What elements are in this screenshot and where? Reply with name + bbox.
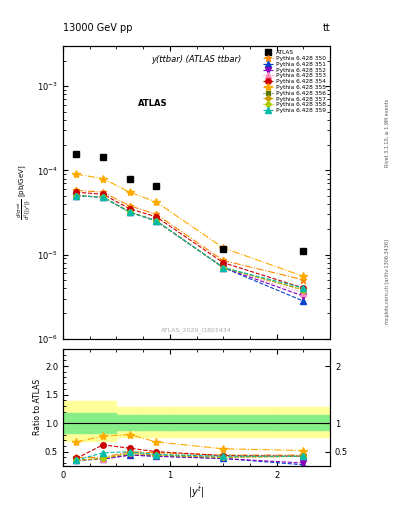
- Pythia 6.428 355: [154, 199, 159, 205]
- Pythia 6.428 359: [127, 209, 132, 215]
- Line: Pythia 6.428 359: Pythia 6.428 359: [73, 193, 306, 291]
- Pythia 6.428 357: [221, 265, 226, 271]
- Pythia 6.428 353: [221, 265, 226, 271]
- Pythia 6.428 352: [127, 209, 132, 215]
- ATLAS: [74, 151, 79, 157]
- Pythia 6.428 351: [101, 194, 105, 200]
- Pythia 6.428 355: [101, 176, 105, 182]
- ATLAS: [101, 154, 105, 160]
- Text: ATLAS: ATLAS: [138, 99, 167, 108]
- Pythia 6.428 356: [127, 209, 132, 215]
- Pythia 6.428 353: [74, 193, 79, 199]
- ATLAS: [301, 248, 306, 254]
- Y-axis label: $\frac{d^2\sigma^{ord}}{d^2\{|y^{\bar{t}}|\}}$ [pb/GeV]: $\frac{d^2\sigma^{ord}}{d^2\{|y^{\bar{t}…: [15, 164, 34, 220]
- Pythia 6.428 356: [301, 287, 306, 293]
- Line: Pythia 6.428 358: Pythia 6.428 358: [74, 194, 305, 292]
- Pythia 6.428 354: [74, 189, 79, 195]
- Pythia 6.428 351: [127, 209, 132, 215]
- Pythia 6.428 358: [127, 209, 132, 215]
- Text: 13000 GeV pp: 13000 GeV pp: [63, 23, 132, 33]
- Pythia 6.428 354: [127, 206, 132, 212]
- Pythia 6.428 357: [74, 193, 79, 199]
- Pythia 6.428 352: [301, 293, 306, 299]
- Text: ATLAS_2020_I1801434: ATLAS_2020_I1801434: [161, 327, 232, 333]
- Pythia 6.428 354: [101, 191, 105, 197]
- Pythia 6.428 350: [101, 189, 105, 195]
- Line: Pythia 6.428 355: Pythia 6.428 355: [72, 170, 308, 281]
- Pythia 6.428 356: [101, 194, 105, 200]
- Pythia 6.428 358: [301, 287, 306, 293]
- Pythia 6.428 359: [101, 194, 105, 200]
- Pythia 6.428 355: [74, 171, 79, 177]
- Pythia 6.428 356: [154, 218, 159, 224]
- Text: mcplots.cern.ch [arXiv:1306.3436]: mcplots.cern.ch [arXiv:1306.3436]: [385, 239, 389, 324]
- Pythia 6.428 351: [221, 265, 226, 271]
- ATLAS: [127, 176, 132, 182]
- Pythia 6.428 352: [154, 218, 159, 224]
- Line: Pythia 6.428 353: Pythia 6.428 353: [73, 193, 306, 295]
- Legend: ATLAS, Pythia 6.428 350, Pythia 6.428 351, Pythia 6.428 352, Pythia 6.428 353, P: ATLAS, Pythia 6.428 350, Pythia 6.428 35…: [261, 49, 327, 114]
- Pythia 6.428 350: [74, 187, 79, 194]
- Pythia 6.428 358: [221, 265, 226, 271]
- Pythia 6.428 358: [74, 193, 79, 199]
- Pythia 6.428 359: [221, 265, 226, 271]
- Pythia 6.428 351: [74, 193, 79, 199]
- Pythia 6.428 359: [74, 193, 79, 199]
- Pythia 6.428 359: [301, 285, 306, 291]
- Pythia 6.428 352: [74, 193, 79, 199]
- Line: Pythia 6.428 357: Pythia 6.428 357: [74, 194, 305, 292]
- Pythia 6.428 357: [127, 209, 132, 215]
- Pythia 6.428 355: [301, 273, 306, 280]
- Y-axis label: Ratio to ATLAS: Ratio to ATLAS: [33, 379, 42, 436]
- Pythia 6.428 354: [154, 214, 159, 220]
- ATLAS: [154, 183, 159, 189]
- Pythia 6.428 351: [301, 298, 306, 304]
- Pythia 6.428 353: [154, 218, 159, 224]
- Line: Pythia 6.428 354: Pythia 6.428 354: [73, 189, 306, 291]
- Text: y(ttbar) (ATLAS ttbar): y(ttbar) (ATLAS ttbar): [151, 55, 242, 64]
- Pythia 6.428 352: [221, 265, 226, 271]
- Line: Pythia 6.428 356: Pythia 6.428 356: [74, 194, 305, 292]
- Pythia 6.428 350: [154, 211, 159, 218]
- Text: Rivet 3.1.10, ≥ 1.9M events: Rivet 3.1.10, ≥ 1.9M events: [385, 99, 389, 167]
- Line: Pythia 6.428 352: Pythia 6.428 352: [73, 193, 306, 299]
- Pythia 6.428 358: [154, 218, 159, 224]
- X-axis label: $|y^{\bar{t}}|$: $|y^{\bar{t}}|$: [188, 482, 205, 500]
- Pythia 6.428 357: [154, 218, 159, 224]
- Pythia 6.428 350: [221, 258, 226, 264]
- Pythia 6.428 353: [127, 209, 132, 215]
- Pythia 6.428 355: [127, 189, 132, 195]
- Pythia 6.428 358: [101, 194, 105, 200]
- Pythia 6.428 356: [74, 193, 79, 199]
- ATLAS: [221, 246, 226, 252]
- Line: ATLAS: ATLAS: [73, 152, 306, 254]
- Pythia 6.428 357: [101, 194, 105, 200]
- Pythia 6.428 359: [154, 218, 159, 224]
- Pythia 6.428 357: [301, 287, 306, 293]
- Pythia 6.428 350: [127, 203, 132, 209]
- Pythia 6.428 353: [101, 194, 105, 200]
- Line: Pythia 6.428 350: Pythia 6.428 350: [73, 187, 307, 283]
- Pythia 6.428 350: [301, 277, 306, 283]
- Pythia 6.428 352: [101, 194, 105, 200]
- Text: tt: tt: [322, 23, 330, 33]
- Pythia 6.428 354: [301, 285, 306, 291]
- Pythia 6.428 351: [154, 218, 159, 224]
- Pythia 6.428 353: [301, 290, 306, 296]
- Pythia 6.428 355: [221, 245, 226, 251]
- Line: Pythia 6.428 351: Pythia 6.428 351: [73, 193, 306, 304]
- Pythia 6.428 354: [221, 260, 226, 266]
- Pythia 6.428 356: [221, 265, 226, 271]
